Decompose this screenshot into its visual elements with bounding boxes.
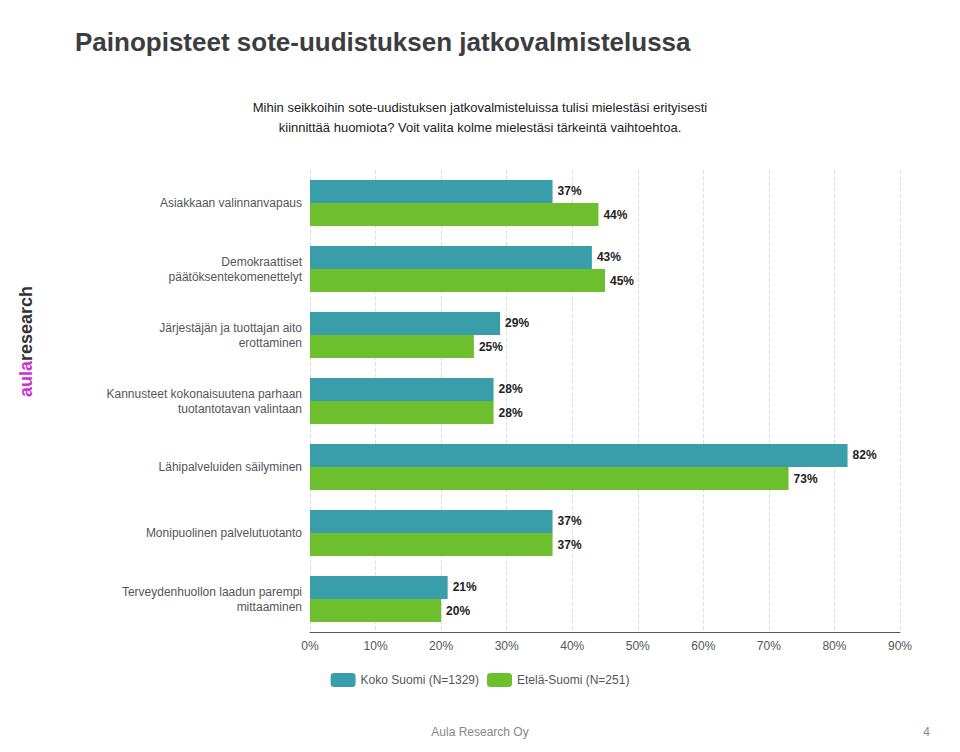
svg-text:37%: 37% (558, 514, 582, 528)
svg-text:Painopisteet sote-uudistuksen: Painopisteet sote-uudistuksen jatkovalmi… (75, 27, 691, 57)
svg-text:50%: 50% (626, 639, 650, 653)
svg-text:Monipuolinen palvelutuotanto: Monipuolinen palvelutuotanto (146, 526, 302, 540)
svg-text:28%: 28% (499, 406, 523, 420)
svg-text:70%: 70% (757, 639, 781, 653)
svg-text:mittaaminen: mittaaminen (237, 600, 302, 614)
svg-text:Kannusteet kokonaisuutena parh: Kannusteet kokonaisuutena parhaan (107, 387, 303, 401)
svg-text:60%: 60% (691, 639, 715, 653)
svg-text:45%: 45% (610, 274, 634, 288)
svg-text:research: research (16, 286, 36, 361)
svg-text:Asiakkaan valinnanvapaus: Asiakkaan valinnanvapaus (160, 196, 302, 210)
svg-text:päätöksentekomenettelyt: päätöksentekomenettelyt (169, 270, 303, 284)
svg-text:21%: 21% (453, 580, 477, 594)
svg-text:Aula Research Oy: Aula Research Oy (431, 725, 528, 739)
svg-text:73%: 73% (794, 472, 818, 486)
svg-text:37%: 37% (558, 538, 582, 552)
svg-text:29%: 29% (505, 316, 529, 330)
svg-text:40%: 40% (560, 639, 584, 653)
svg-text:82%: 82% (853, 448, 877, 462)
svg-text:90%: 90% (888, 639, 912, 653)
svg-text:28%: 28% (499, 382, 523, 396)
svg-text:Etelä-Suomi (N=251): Etelä-Suomi (N=251) (517, 673, 629, 687)
svg-text:25%: 25% (479, 340, 503, 354)
svg-text:10%: 10% (364, 639, 388, 653)
svg-text:20%: 20% (446, 604, 470, 618)
svg-text:20%: 20% (429, 639, 453, 653)
svg-text:0%: 0% (301, 639, 319, 653)
svg-text:44%: 44% (603, 208, 627, 222)
svg-text:37%: 37% (558, 184, 582, 198)
svg-text:Terveydenhuollon laadun paremp: Terveydenhuollon laadun parempi (122, 585, 302, 599)
svg-text:Mihin seikkoihin sote-uudistuk: Mihin seikkoihin sote-uudistuksen jatkov… (253, 100, 708, 115)
svg-text:80%: 80% (822, 639, 846, 653)
svg-text:Koko Suomi (N=1329): Koko Suomi (N=1329) (361, 673, 479, 687)
svg-text:Demokraattiset: Demokraattiset (221, 255, 302, 269)
svg-text:aula: aula (16, 360, 36, 397)
svg-text:erottaminen: erottaminen (239, 336, 302, 350)
svg-text:tuotantotavan valintaan: tuotantotavan valintaan (178, 402, 302, 416)
svg-text:43%: 43% (597, 250, 621, 264)
svg-text:4: 4 (923, 725, 930, 739)
svg-text:kiinnittää huomiota? Voit vali: kiinnittää huomiota? Voit valita kolme m… (279, 120, 682, 135)
svg-text:Lähipalveluiden säilyminen: Lähipalveluiden säilyminen (159, 460, 302, 474)
svg-text:30%: 30% (495, 639, 519, 653)
svg-text:Järjestäjän ja tuottajan aito: Järjestäjän ja tuottajan aito (159, 321, 302, 335)
